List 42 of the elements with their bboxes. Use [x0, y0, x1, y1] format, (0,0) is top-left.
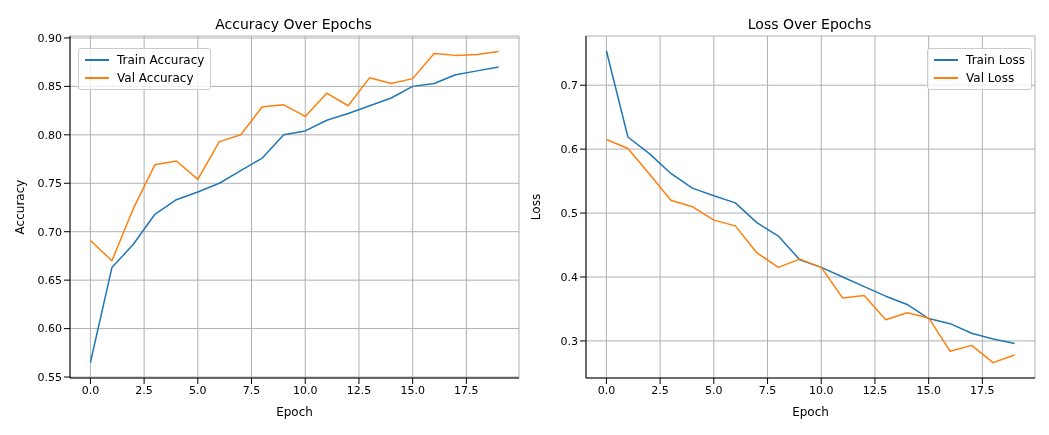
y-tick-label: 0.6 [560, 143, 578, 157]
y-tick-label: 0.65 [37, 274, 62, 288]
x-tick-label: 5.0 [705, 383, 723, 397]
x-axis-title: Epoch [792, 405, 829, 419]
y-tick-label: 0.7 [560, 79, 578, 93]
y-tick-label: 0.75 [37, 177, 62, 191]
y-tick-label: 0.80 [37, 128, 62, 142]
y-tick-label: 0.55 [37, 370, 62, 384]
legend-label: Train Loss [966, 52, 1025, 69]
x-tick-label: 7.5 [242, 383, 261, 397]
line-series [89, 50, 500, 262]
x-tick-label: 0.0 [597, 383, 616, 397]
x-tick-label: 12.5 [346, 383, 372, 397]
y-tick-label: 0.70 [37, 225, 62, 239]
x-tick-label: 15.0 [916, 383, 941, 397]
y-axis-title: Accuracy [13, 179, 28, 235]
x-tick-label: 7.5 [758, 383, 777, 397]
x-tick-label: 17.5 [454, 383, 479, 397]
x-tick-label: 2.5 [135, 383, 153, 397]
y-tick-label: 0.5 [560, 206, 578, 220]
x-tick-label: 0.0 [81, 383, 100, 397]
y-tick-label: 0.4 [560, 270, 578, 284]
x-tick-label: 17.5 [970, 383, 995, 397]
x-axis-title: Epoch [276, 405, 313, 419]
legend-label: Val Accuracy [117, 70, 194, 87]
x-tick-label: 10.0 [292, 383, 318, 397]
x-tick-label: 5.0 [189, 383, 207, 397]
y-tick-label: 0.60 [37, 322, 62, 336]
x-tick-label: 2.5 [651, 383, 669, 397]
legend-label: Val Loss [966, 70, 1015, 87]
y-tick-label: 0.85 [37, 80, 62, 94]
legend-label: Train Accuracy [117, 52, 205, 69]
y-tick-label: 0.90 [37, 31, 62, 45]
chart-title: Loss Over Epochs [746, 16, 873, 32]
chart-title: Accuracy Over Epochs [214, 16, 373, 32]
line-series [605, 138, 1016, 364]
x-tick-label: 12.5 [862, 383, 888, 397]
y-axis-title: Loss [529, 193, 544, 221]
x-tick-label: 15.0 [400, 383, 425, 397]
line-series [89, 66, 500, 364]
y-tick-label: 0.3 [560, 334, 578, 348]
x-tick-label: 10.0 [808, 383, 834, 397]
